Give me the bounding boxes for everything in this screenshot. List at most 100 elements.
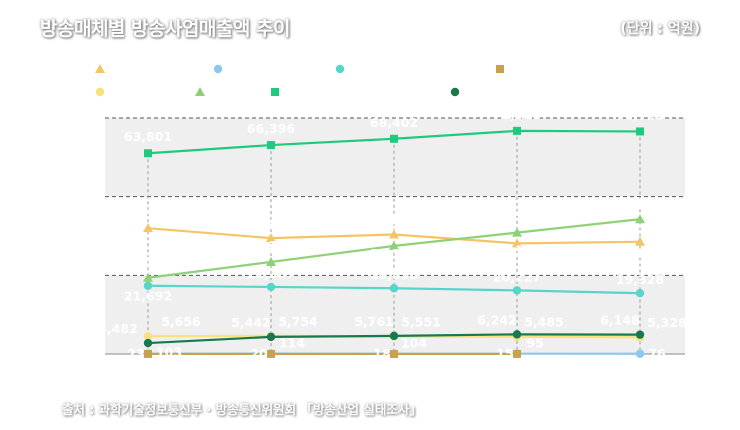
data-point (635, 236, 645, 246)
data-label: 70,725 (616, 107, 664, 122)
data-point (635, 214, 645, 224)
data-label: 34,358 (370, 246, 418, 261)
data-label: 5,485 (524, 315, 564, 330)
data-label: 23 (127, 346, 144, 361)
data-point (266, 282, 276, 292)
legend-marker (95, 87, 105, 97)
data-label: 104 (401, 336, 427, 351)
data-point (513, 126, 521, 135)
data-label: 3,482 (98, 321, 138, 336)
x-tick-label: 2018 (376, 371, 412, 386)
data-label: 36,837 (247, 216, 295, 231)
data-label: 5,328 (647, 315, 687, 330)
data-label: 35,665 (616, 246, 664, 261)
data-label: 38,566 (493, 209, 542, 224)
data-label: 76 (648, 346, 666, 361)
data-label: 24,227 (124, 254, 172, 269)
x-tick-label: 2020 (622, 371, 658, 386)
data-label: 68,402 (370, 115, 418, 130)
data-label: 21,307 (247, 266, 295, 281)
data-point (389, 240, 399, 250)
data-point (266, 233, 276, 243)
data-point (635, 349, 645, 358)
data-label: 70,918 (493, 107, 541, 122)
legend-label: 위성방송 (110, 84, 157, 99)
y-tick-label: 50,000 (35, 191, 85, 206)
data-point (144, 349, 152, 358)
legend-marker (95, 64, 105, 73)
data-point (143, 281, 153, 290)
data-label: 5,551 (401, 315, 441, 330)
legend-label: IPTV (210, 84, 242, 99)
unit-label: (단위 : 억원) (620, 21, 700, 37)
data-label: 21,692 (124, 289, 172, 304)
data-point (390, 134, 398, 143)
plot-band-top (105, 118, 685, 197)
legend-label: 지상파 DMB (228, 61, 299, 76)
y-tick-label: 25,000 (35, 269, 85, 284)
data-point (267, 349, 275, 358)
data-point (635, 288, 645, 298)
legend-label: 중계유선방송(RO) (510, 61, 611, 76)
data-label: 20 (250, 346, 268, 361)
data-label: 5,754 (278, 314, 318, 329)
x-tick-label: 2016 (130, 371, 166, 386)
legend-label: 지상파 방송 (110, 61, 172, 76)
data-point (390, 349, 398, 358)
x-tick-label: 2019 (499, 371, 535, 386)
data-label: 29,251 (247, 238, 295, 253)
legend-label: 종합유선방송(SO) (350, 61, 450, 76)
data-point (636, 127, 644, 136)
data-point (512, 227, 522, 237)
data-label: 37,965 (370, 213, 418, 228)
legend-label: 방송채널사용사업(PP) (285, 84, 407, 99)
legend-marker (271, 88, 279, 96)
data-point (266, 256, 276, 266)
data-label: 35,168 (493, 242, 541, 257)
data-label: 5,761 (354, 314, 394, 329)
data-label: 66,396 (247, 121, 296, 136)
data-label: 20,898 (370, 267, 418, 282)
data-label: 18 (373, 346, 390, 361)
y-tick-label: 0 (76, 348, 85, 363)
legend-label: IPTV콘텐츠제공사업자(CP) (465, 84, 619, 99)
legend-marker (335, 64, 345, 74)
data-point (512, 286, 522, 295)
source-note: 출처 : 과학기술정보통신부 · 방송통신위원회 「방송산업 실태조사」 (62, 402, 422, 417)
data-label: 19,328 (616, 272, 664, 287)
data-label: 20,227 (493, 269, 541, 284)
data-point (513, 349, 521, 358)
data-label: 42,836 (616, 195, 665, 210)
data-point (635, 330, 645, 339)
data-point (143, 272, 153, 282)
data-label: 114 (279, 336, 305, 351)
data-point (267, 141, 275, 150)
data-point (143, 223, 153, 233)
data-label: 15 (496, 346, 513, 361)
data-label: 6,148 (600, 313, 640, 328)
chart-title: 방송매체별 방송사업매출액 추이 (40, 18, 290, 40)
x-tick-label: 2017 (253, 371, 289, 386)
data-point (389, 331, 399, 341)
data-label: 6,242 (477, 312, 517, 327)
data-label: 39,987 (124, 206, 172, 221)
y-tick-label: 75,000 (35, 112, 85, 127)
data-label: 95 (526, 336, 543, 351)
legend-marker (450, 87, 460, 97)
data-label: 103 (156, 345, 182, 360)
data-point (512, 330, 522, 339)
data-point (389, 284, 399, 293)
data-label: 5,656 (161, 314, 201, 329)
data-point (144, 149, 152, 158)
data-point (143, 332, 153, 341)
data-point (143, 338, 153, 348)
legend-marker (496, 65, 504, 73)
data-point (512, 238, 522, 248)
data-label: 63,801 (124, 129, 172, 144)
data-point (389, 229, 399, 239)
legend-marker (195, 87, 205, 96)
legend-marker (213, 64, 223, 74)
data-point (266, 332, 276, 342)
data-label: 5,442 (231, 315, 271, 330)
